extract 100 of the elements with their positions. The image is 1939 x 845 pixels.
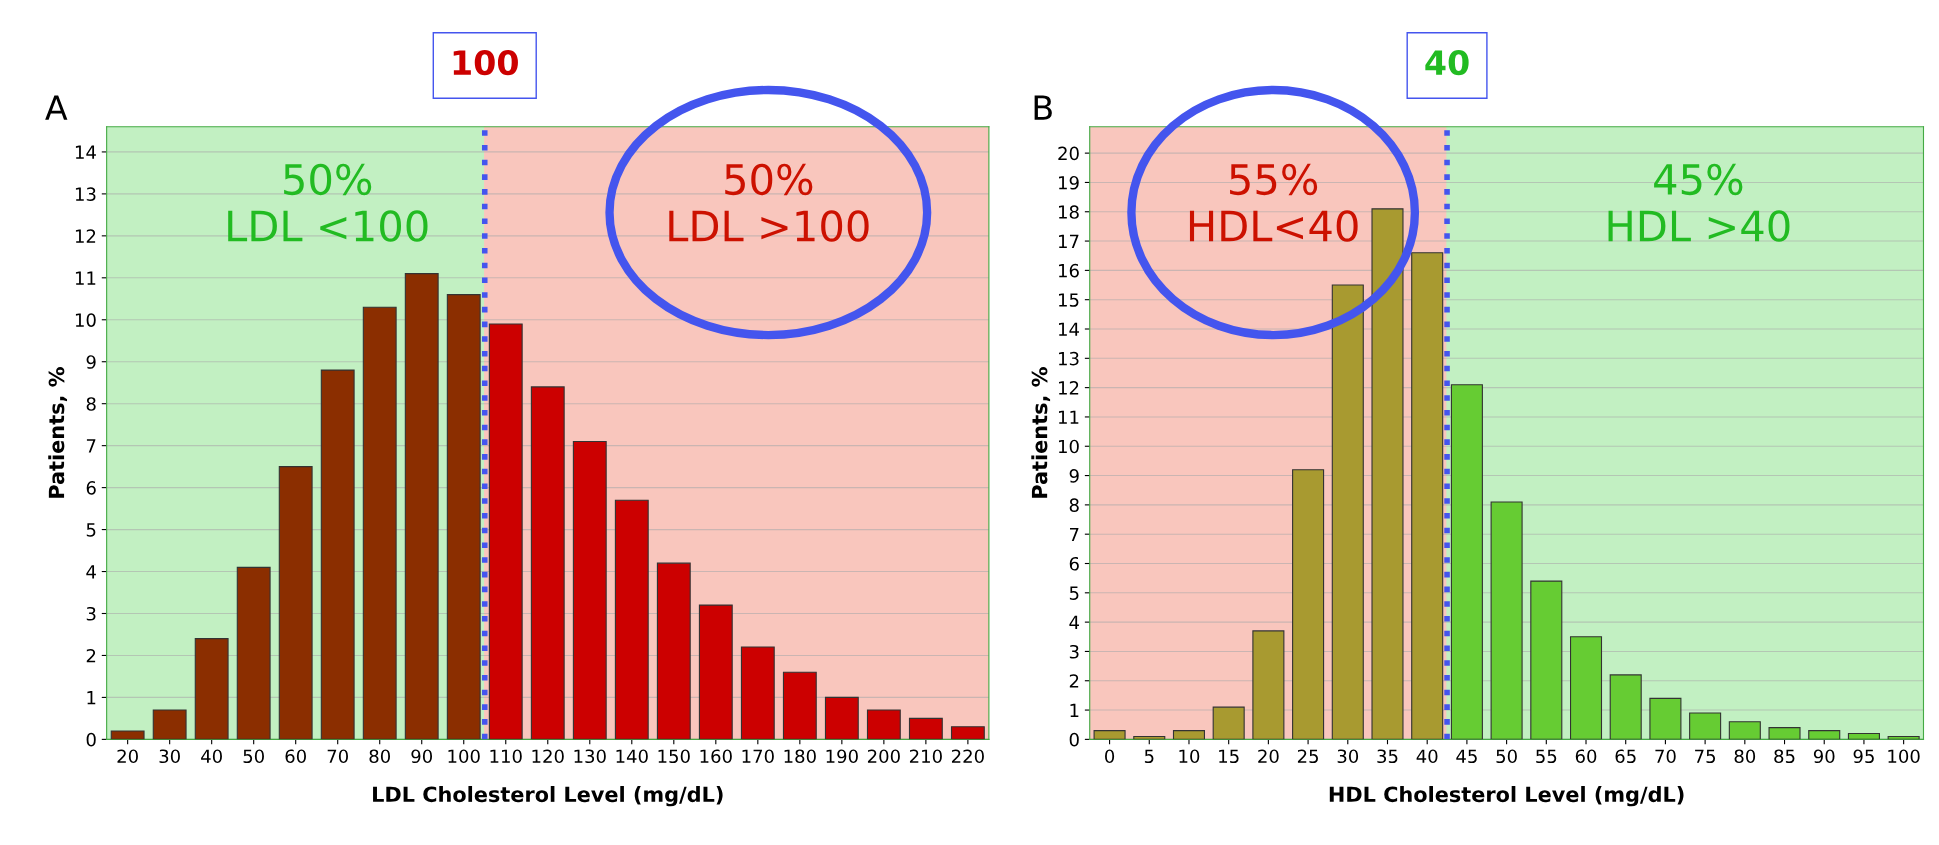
x-tick-label: 5: [1144, 749, 1154, 764]
bar: [1808, 730, 1841, 740]
bar: [908, 717, 943, 740]
x-tick-label: 130: [574, 749, 606, 764]
annotation: 55% HDL<40: [1189, 163, 1358, 242]
y-tick-label: 0: [1069, 732, 1079, 747]
ref-line-label: 100: [453, 49, 518, 76]
bar: [404, 273, 439, 740]
x-tick-label: 50: [1496, 749, 1517, 764]
bar: [320, 369, 355, 740]
bar: [530, 386, 565, 740]
x-tick-label: 45: [1456, 749, 1477, 764]
y-tick-label: 12: [75, 229, 96, 243]
x-tick-label: 100: [1888, 749, 1920, 764]
x-tick-label: 95: [1853, 749, 1874, 764]
bar: [1530, 580, 1563, 740]
y-tick-label: 5: [1069, 586, 1079, 600]
bar: [236, 566, 271, 740]
bar: [1093, 730, 1126, 740]
chart-title: A: [45, 95, 68, 120]
x-tick-label: 160: [700, 749, 732, 764]
x-tick-label: 190: [826, 749, 858, 764]
x-tick-label: 30: [159, 749, 180, 764]
y-tick-label: 13: [1059, 351, 1079, 366]
y-tick-label: 9: [1069, 469, 1079, 483]
bar: [1728, 721, 1761, 740]
bar: [152, 709, 187, 740]
bar: [572, 440, 607, 740]
bar: [782, 671, 817, 740]
bar: [950, 726, 985, 740]
bar: [1371, 208, 1404, 740]
bar: [1490, 501, 1523, 740]
x-tick-label: 50: [243, 749, 264, 764]
x-tick-label: 85: [1774, 749, 1795, 764]
bar: [1292, 469, 1325, 740]
bar: [1252, 630, 1285, 740]
bar: [824, 696, 859, 740]
y-tick-label: 5: [86, 523, 96, 537]
y-tick-label: 8: [1069, 498, 1079, 512]
y-tick-label: 6: [1069, 556, 1079, 571]
y-tick-label: 9: [86, 355, 96, 369]
y-axis-title: Patients, %: [1031, 367, 1051, 498]
y-tick-label: 6: [86, 481, 96, 495]
ref-line-label: 40: [1425, 49, 1469, 76]
y-tick-label: 10: [1059, 439, 1079, 454]
annotation: 50% LDL >100: [669, 163, 869, 242]
bar: [1172, 730, 1206, 740]
y-tick-label: 13: [75, 187, 96, 201]
x-tick-label: 30: [1337, 749, 1359, 764]
y-tick-label: 3: [86, 606, 96, 621]
y-tick-label: 7: [86, 439, 96, 453]
x-tick-label: 0: [1105, 749, 1115, 764]
y-tick-label: 18: [1059, 205, 1079, 219]
x-tick-label: 15: [1219, 749, 1239, 764]
bar: [1331, 284, 1364, 740]
y-tick-label: 12: [1059, 381, 1079, 395]
bar: [110, 730, 145, 740]
x-tick-label: 80: [369, 749, 391, 764]
y-tick-label: 3: [1069, 644, 1079, 659]
x-tick-label: 90: [1813, 749, 1835, 764]
x-tick-label: 220: [951, 749, 984, 764]
y-tick-label: 16: [1059, 263, 1079, 278]
y-tick-label: 7: [1069, 527, 1079, 542]
y-tick-label: 4: [1069, 615, 1079, 629]
annotation: 45% HDL >40: [1608, 163, 1790, 242]
x-tick-label: 65: [1615, 749, 1636, 764]
bar: [278, 466, 313, 740]
y-tick-label: 1: [87, 691, 96, 705]
x-tick-label: 70: [1655, 749, 1676, 764]
y-tick-label: 20: [1058, 146, 1079, 161]
y-tick-label: 11: [75, 271, 96, 285]
x-tick-label: 70: [327, 749, 348, 764]
x-tick-label: 200: [867, 749, 900, 764]
x-tick-label: 60: [285, 749, 306, 764]
x-tick-label: 60: [1575, 749, 1597, 764]
x-tick-label: 150: [658, 749, 690, 764]
bar: [1649, 697, 1682, 740]
bar: [1569, 636, 1603, 740]
x-axis-title: LDL Cholesterol Level (mg/dL): [373, 786, 723, 807]
x-tick-label: 170: [742, 749, 774, 764]
bar: [1609, 674, 1642, 740]
x-tick-label: 40: [201, 749, 222, 764]
x-tick-label: 120: [532, 749, 564, 764]
y-tick-label: 4: [86, 565, 96, 579]
x-tick-label: 40: [1416, 749, 1438, 764]
x-tick-label: 10: [1179, 749, 1200, 764]
bar: [740, 646, 775, 740]
bar: [1212, 706, 1245, 740]
y-tick-label: 19: [1059, 175, 1079, 190]
x-tick-label: 75: [1695, 749, 1716, 764]
x-tick-label: 35: [1377, 749, 1398, 764]
x-tick-label: 100: [448, 749, 480, 764]
y-tick-label: 2: [1069, 674, 1079, 688]
y-tick-label: 17: [1059, 234, 1079, 248]
bar: [1847, 732, 1880, 740]
x-tick-label: 180: [784, 749, 816, 764]
x-tick-label: 25: [1297, 749, 1318, 764]
bar: [194, 638, 229, 740]
bar: [1768, 727, 1801, 740]
y-tick-label: 15: [1059, 293, 1079, 307]
